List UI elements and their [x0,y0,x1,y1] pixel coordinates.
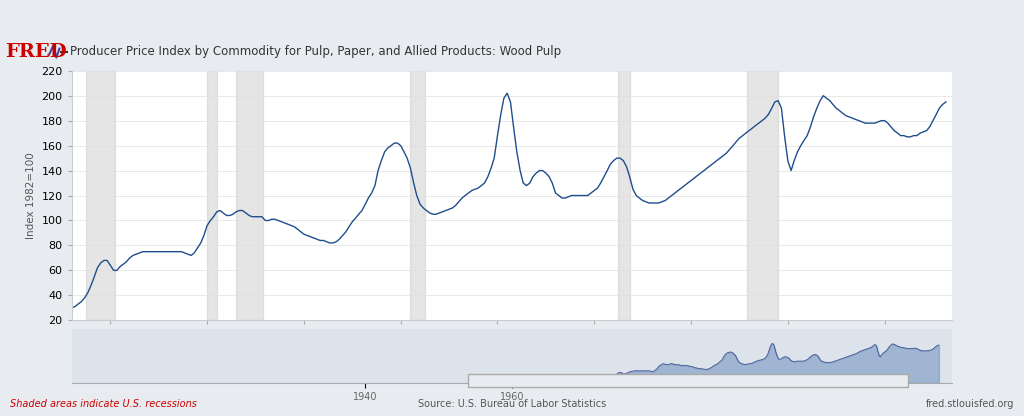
Text: Shaded areas indicate U.S. recessions: Shaded areas indicate U.S. recessions [10,399,197,409]
FancyBboxPatch shape [468,374,908,387]
Text: FRED: FRED [5,42,67,61]
Text: fred.stlouisfed.org: fred.stlouisfed.org [926,399,1014,409]
Bar [618,71,630,320]
Text: Source: U.S. Bureau of Labor Statistics: Source: U.S. Bureau of Labor Statistics [418,399,606,409]
Y-axis label: Index 1982=100: Index 1982=100 [26,152,36,239]
Bar [411,71,425,320]
Text: Producer Price Index by Commodity for Pulp, Paper, and Allied Products: Wood Pul: Producer Price Index by Commodity for Pu… [70,45,561,58]
Bar [237,71,263,320]
Bar [207,71,217,320]
Bar [748,71,778,320]
Bar [86,71,116,320]
